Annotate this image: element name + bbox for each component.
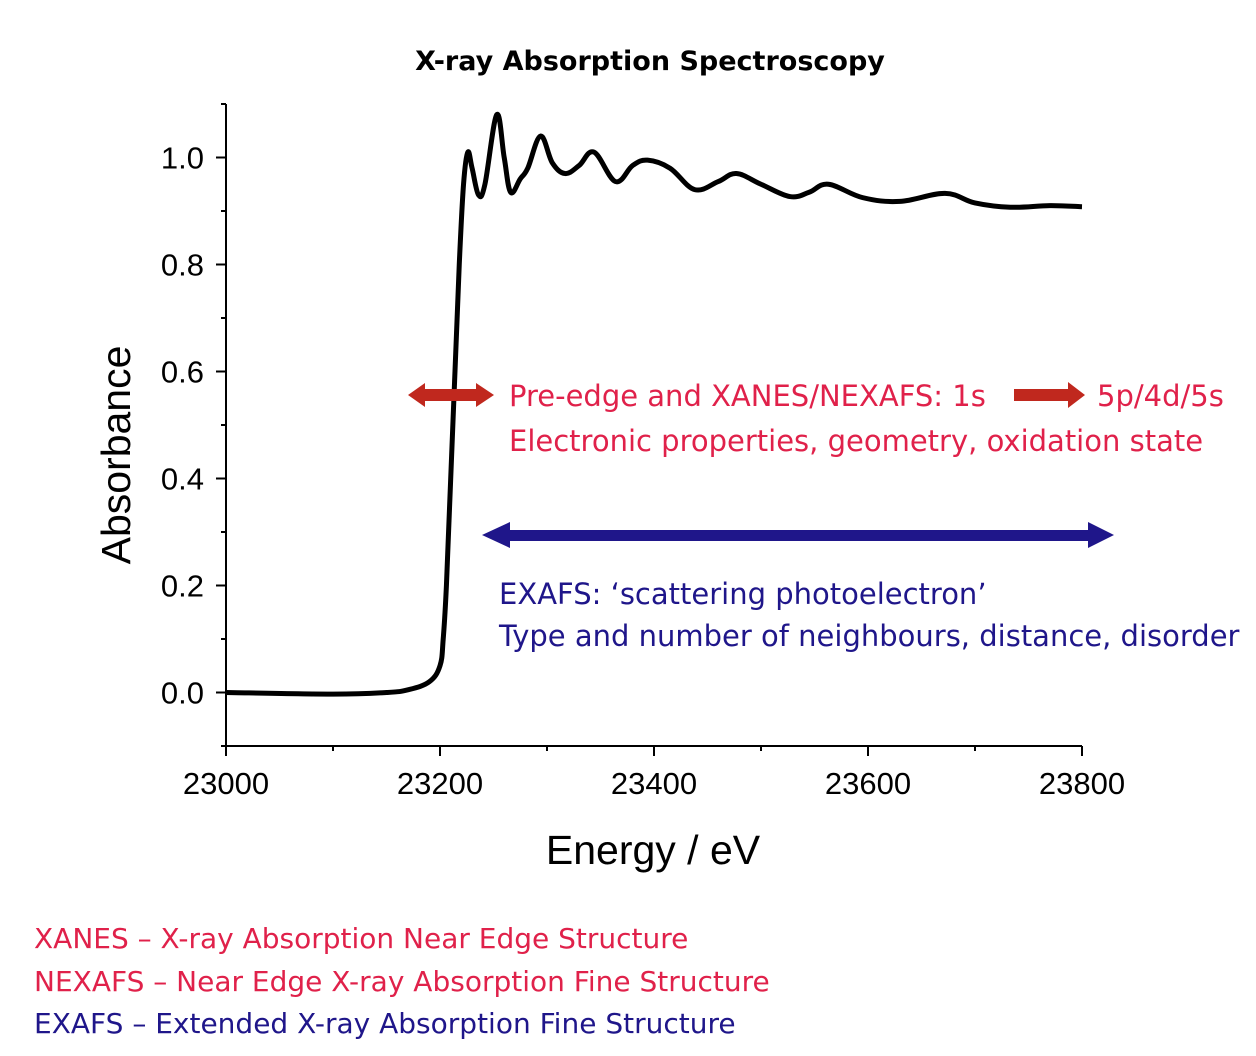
xanes-annotation-orbitals: 5p/4d/5s <box>1097 379 1224 413</box>
y-tick-label: 0.2 <box>161 569 204 604</box>
y-tick-label: 1.0 <box>161 141 204 176</box>
xanes-double-arrow <box>408 383 494 407</box>
y-axis-label: Absorbance <box>93 346 139 565</box>
x-axis-label: Energy / eV <box>546 827 761 873</box>
axes: 23000 23200 23400 23600 23800 0.0 0.2 0.4 0.6 0.8… <box>161 103 1125 801</box>
exafs-annotation-line2: Type and number of neighbours, distance,… <box>498 619 1240 653</box>
y-tick-label: 0.0 <box>161 676 204 711</box>
footnote-exafs: EXAFS – Extended X-ray Absorption Fine S… <box>34 1007 736 1040</box>
x-tick-label: 23200 <box>397 766 483 801</box>
y-tick-label: 0.6 <box>161 355 204 390</box>
footnote-xanes: XANES – X-ray Absorption Near Edge Struc… <box>34 922 689 955</box>
absorbance-curve <box>225 112 1083 697</box>
y-tick-label: 0.8 <box>161 248 204 283</box>
xanes-annotation-line1: Pre-edge and XANES/NEXAFS: 1s <box>509 379 986 413</box>
chart-title: X-ray Absorption Spectroscopy <box>415 46 885 77</box>
transition-arrow <box>1014 382 1085 408</box>
footnote-nexafs: NEXAFS – Near Edge X-ray Absorption Fine… <box>34 965 770 998</box>
x-tick-label: 23800 <box>1039 766 1125 801</box>
x-tick-label: 23000 <box>183 766 269 801</box>
exafs-double-arrow <box>482 522 1114 548</box>
x-tick-label: 23600 <box>825 766 911 801</box>
y-tick-label: 0.4 <box>161 462 204 497</box>
exafs-annotation-line1: EXAFS: ‘scattering photoelectron’ <box>499 577 987 611</box>
xanes-annotation-line2: Electronic properties, geometry, oxidati… <box>509 424 1203 458</box>
x-tick-label: 23400 <box>611 766 697 801</box>
